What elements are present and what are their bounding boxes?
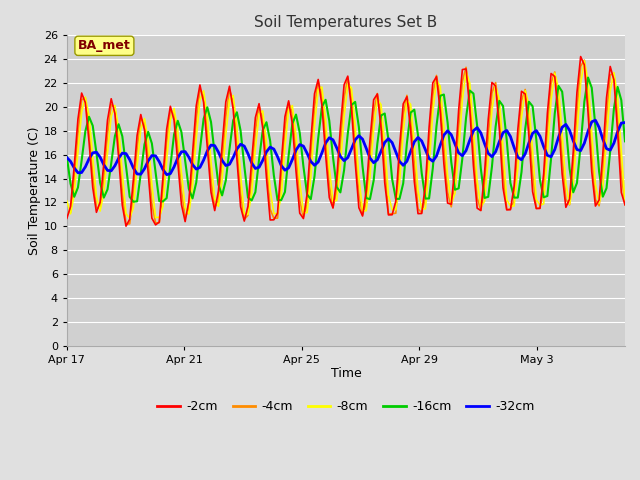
- X-axis label: Time: Time: [330, 367, 362, 381]
- Legend: -2cm, -4cm, -8cm, -16cm, -32cm: -2cm, -4cm, -8cm, -16cm, -32cm: [152, 396, 540, 418]
- Y-axis label: Soil Temperature (C): Soil Temperature (C): [28, 126, 41, 255]
- Text: BA_met: BA_met: [78, 39, 131, 52]
- Title: Soil Temperatures Set B: Soil Temperatures Set B: [254, 15, 438, 30]
